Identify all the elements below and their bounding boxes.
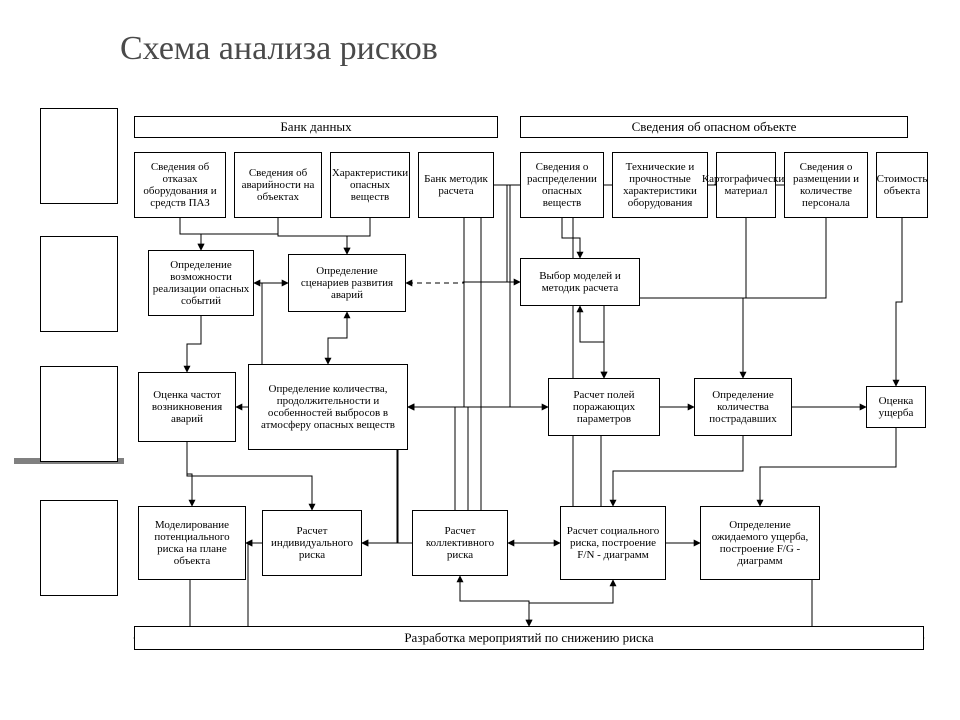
edge-b43-bft — [460, 576, 529, 626]
edge-layer — [0, 0, 960, 720]
node-b22: Определение сценариев развития аварий — [288, 254, 406, 312]
edge-b15-b32 — [408, 185, 520, 407]
edge-b22-b32 — [328, 312, 347, 364]
edge-b23-b22 — [406, 282, 520, 283]
edge-b12-b21 — [201, 218, 278, 250]
node-b33: Расчет полей поражающих параметров — [548, 378, 660, 436]
edge-b18-b34 — [743, 218, 826, 378]
header-h_bank: Банк данных — [134, 116, 498, 138]
edge-bft-b44 — [529, 580, 613, 626]
edge-b13-b22 — [347, 218, 370, 254]
node-b32: Определение количества, продолжительност… — [248, 364, 408, 450]
node-b23: Выбор моделей и методик расчета — [520, 258, 640, 306]
edge-b34-b44 — [613, 436, 743, 506]
header-h_object: Сведения об опасном объекте — [520, 116, 908, 138]
left-stub-1 — [40, 236, 118, 332]
node-b45: Определение ожидаемого ущерба, построени… — [700, 506, 820, 580]
edge-bft-b43 — [460, 576, 529, 626]
node-b16: Технические и прочностные характеристики… — [612, 152, 708, 218]
node-b19: Стоимость объекта — [876, 152, 928, 218]
edge-b15-b23 — [562, 218, 580, 258]
edge-b19-b35 — [896, 218, 902, 386]
node-b11: Сведения об отказах оборудования и средс… — [134, 152, 226, 218]
edge-b32-b22 — [328, 312, 347, 364]
node-b42: Расчет индивидуального риска — [262, 510, 362, 576]
node-b21: Определение возможности реализации опасн… — [148, 250, 254, 316]
node-b35: Оценка ущерба — [866, 386, 926, 428]
left-stub-3 — [40, 500, 118, 596]
footer-box: Разработка мероприятий по снижению риска — [134, 626, 924, 650]
page-title: Схема анализа рисков — [120, 30, 438, 68]
edge-b44-bft — [529, 580, 613, 626]
edge-b21-b31 — [187, 316, 201, 372]
edge-b18-b42 — [362, 185, 784, 543]
node-b31: Оценка частот возникновения аварий — [138, 372, 236, 442]
edge-b12-b22 — [278, 218, 347, 254]
node-b15: Сведения о распределении опасных веществ — [520, 152, 604, 218]
node-b13: Характеристики опасных веществ — [330, 152, 410, 218]
edge-b23-b32 — [408, 282, 520, 407]
left-stub-0 — [40, 108, 118, 204]
node-b12: Сведения об аварийности на объектах — [234, 152, 322, 218]
node-b14: Банк методик расчета — [418, 152, 494, 218]
edge-b31-b41 — [187, 442, 192, 506]
node-b34: Определение количества пострадавших — [694, 378, 792, 436]
edge-b33-b23 — [580, 306, 604, 378]
node-b17: Картографический материал — [716, 152, 776, 218]
edge-b11-b21 — [180, 218, 201, 250]
edge-b23-b33 — [580, 306, 604, 378]
node-b43: Расчет коллективного риска — [412, 510, 508, 576]
node-b41: Моделирование потенциального риска на пл… — [138, 506, 246, 580]
left-stub-2 — [40, 366, 118, 462]
edge-b35-b45 — [760, 428, 896, 506]
edge-b31-b42 — [187, 442, 312, 510]
node-b44: Расчет социального риска, построение F/N… — [560, 506, 666, 580]
node-b18: Сведения о размещении и количестве персо… — [784, 152, 868, 218]
edge-b14-b23 — [494, 185, 520, 282]
